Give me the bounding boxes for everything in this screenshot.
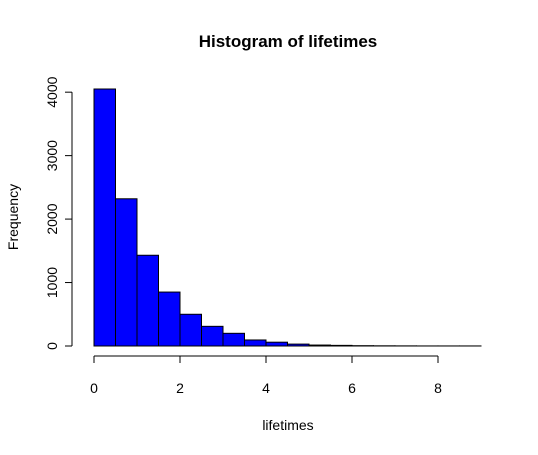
y-axis-title: Frequency	[5, 184, 21, 250]
histogram-bar	[93, 88, 116, 347]
histogram-bar	[287, 343, 310, 347]
histogram-bar	[158, 291, 181, 347]
x-tick-label: 4	[262, 380, 270, 396]
x-tick-label: 6	[348, 380, 356, 396]
histogram-bar	[330, 344, 353, 347]
y-axis: 0 1000 2000 3000 4000	[44, 76, 73, 350]
bars-group	[93, 88, 482, 347]
y-tick-label: 2000	[44, 203, 60, 234]
histogram-bar	[179, 313, 202, 347]
y-tick-label: 3000	[44, 140, 60, 171]
x-tick-label: 8	[434, 380, 442, 396]
y-tick-label: 4000	[44, 76, 60, 107]
chart-title: Histogram of lifetimes	[199, 32, 378, 51]
y-tick-label: 0	[44, 342, 60, 350]
histogram-bar	[244, 339, 267, 347]
histogram-bar	[115, 198, 138, 347]
histogram-bar	[136, 254, 159, 347]
x-axis: 0 2 4 6 8	[90, 355, 442, 396]
x-tick-label: 2	[176, 380, 184, 396]
x-tick-label: 0	[90, 380, 98, 396]
histogram-bar	[308, 344, 331, 347]
histogram-bar	[201, 325, 224, 347]
histogram-bar	[222, 332, 245, 347]
histogram-bar	[265, 341, 288, 347]
y-tick-label: 1000	[44, 267, 60, 298]
x-axis-title: lifetimes	[262, 417, 313, 433]
